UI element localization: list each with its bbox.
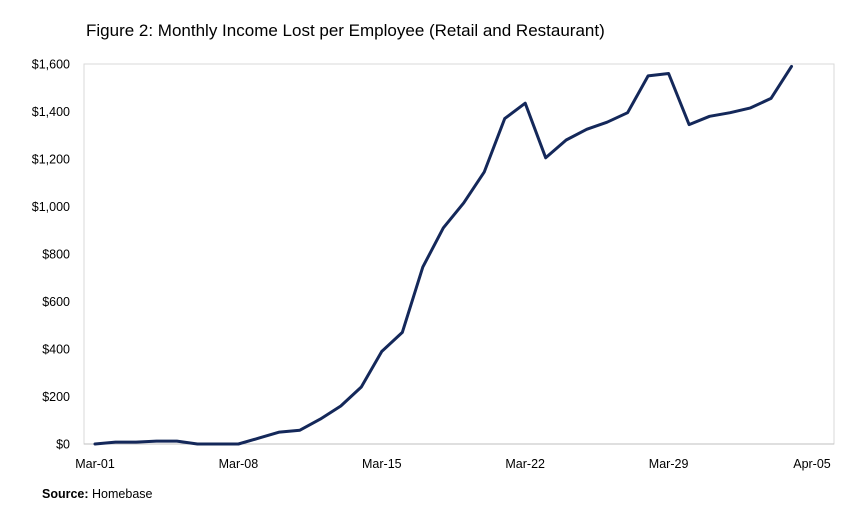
y-tick-label: $400 [42,343,70,357]
y-tick-label: $1,600 [32,58,70,72]
source-label: Source: [42,487,89,501]
y-tick-label: $1,400 [32,105,70,119]
y-tick-label: $1,000 [32,200,70,214]
y-tick-label: $800 [42,248,70,262]
y-tick-label: $200 [42,390,70,404]
y-tick-label: $1,200 [32,153,70,167]
x-tick-label: Mar-22 [505,457,545,471]
x-tick-label: Mar-08 [219,457,259,471]
x-tick-label: Mar-15 [362,457,402,471]
y-axis: $0 $200 $400 $600 $800 $1,000 $1,200 $1,400 $1,6… [32,58,70,452]
series-line [93,64,793,446]
chart-title: Figure 2: Monthly Income Lost per Employ… [86,21,605,40]
x-tick-label: Apr-05 [793,457,831,471]
x-tick-label: Mar-29 [649,457,689,471]
source-note: Source: Homebase [42,487,152,501]
x-tick-label: Mar-01 [75,457,115,471]
x-axis: Mar-01 Mar-08 Mar-15 Mar-22 Mar-29 Apr-05 [75,457,831,471]
source-text: Homebase [88,487,153,501]
series-layer [93,64,793,446]
y-tick-label: $600 [42,295,70,309]
plot-area [83,63,835,445]
y-tick-label: $0 [56,438,70,452]
